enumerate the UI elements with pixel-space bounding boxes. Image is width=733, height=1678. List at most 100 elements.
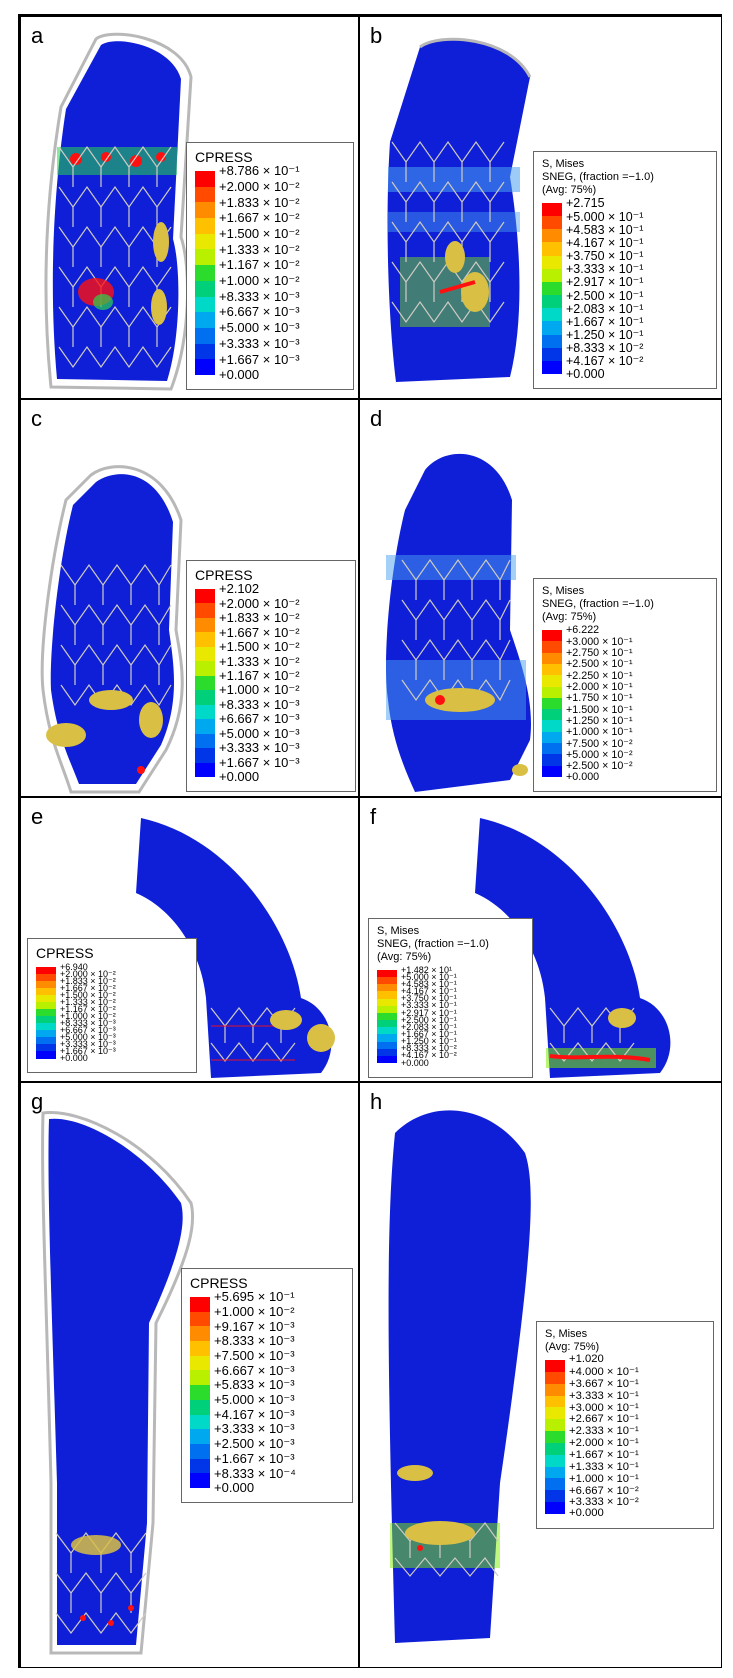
color-swatch xyxy=(190,1473,210,1489)
legend-value: +0.000 xyxy=(214,1480,255,1496)
stent-mesh xyxy=(391,140,505,324)
simulation-image-e xyxy=(136,818,335,1078)
legend-value: +2.500 × 10⁻³ xyxy=(214,1436,295,1452)
legend-value: +3.333 × 10⁻³ xyxy=(219,740,300,756)
simulation-image-d xyxy=(385,453,531,792)
panel-label: g xyxy=(31,1089,44,1114)
simulation-image-a xyxy=(44,32,193,391)
color-swatch xyxy=(542,295,562,309)
color-swatch xyxy=(36,967,56,975)
color-scale-bar xyxy=(195,589,215,778)
panel-c: c CPRESS +2.102 +2.000 × 10⁻² +1.833 × 10⁻²… xyxy=(20,399,359,797)
color-swatch xyxy=(195,280,215,298)
legend-value: +2.667 × 10⁻¹ xyxy=(569,1413,639,1426)
color-swatch xyxy=(377,970,397,978)
color-swatch xyxy=(542,630,562,642)
legend-value: +1.667 × 10⁻¹ xyxy=(401,1028,457,1039)
panel-label: c xyxy=(31,406,42,431)
color-swatch xyxy=(195,704,215,720)
legend-value: +1.500 × 10⁻² xyxy=(219,639,300,655)
legend-value: +6.667 × 10⁻³ xyxy=(219,711,300,727)
color-swatch xyxy=(36,1023,56,1031)
legend-value: +8.333 × 10⁻⁴ xyxy=(214,1465,296,1481)
legend-value: +1.500 × 10⁻² xyxy=(60,989,116,1000)
stent-mesh xyxy=(60,563,172,707)
color-swatch xyxy=(377,1020,397,1028)
color-swatch xyxy=(542,308,562,322)
color-swatch xyxy=(377,1055,397,1064)
color-swatch xyxy=(542,360,562,375)
simulation-image-b xyxy=(387,37,532,382)
colorbar-legend: S, Mises SNEG, (fraction =−1.0) (Avg: 75%)… xyxy=(533,151,717,389)
legend-title: S, Mises xyxy=(542,158,585,170)
panel-h: h S, Mises (Avg: 75%) +1.020 +4.000 × 10⁻¹ +… xyxy=(359,1082,722,1668)
legend-value: +1.000 × 10⁻² xyxy=(214,1303,295,1319)
legend-value: +2.000 × 10⁻¹ xyxy=(569,1437,639,1450)
legend-title: CPRESS xyxy=(36,945,94,961)
color-swatch xyxy=(190,1443,210,1460)
color-swatch xyxy=(195,265,215,282)
legend-value: +1.250 × 10⁻¹ xyxy=(401,1036,457,1047)
colorbar-legend: CPRESS +6.940 +2.000 × 10⁻² +1.833 × 10⁻² +1… xyxy=(27,938,197,1073)
legend-value: +1.333 × 10⁻² xyxy=(60,996,116,1007)
legend-value: +5.000 × 10⁻¹ xyxy=(401,971,457,982)
color-swatch xyxy=(190,1341,210,1357)
color-swatch xyxy=(542,720,562,733)
color-swatch xyxy=(195,762,215,778)
legend-value: +2.500 × 10⁻¹ xyxy=(401,1014,457,1025)
color-swatch xyxy=(377,977,397,985)
legend-value: +4.583 × 10⁻¹ xyxy=(566,222,644,237)
legend-value: +2.500 × 10⁻¹ xyxy=(566,658,633,671)
stent-mesh xyxy=(401,558,511,702)
legend-value: +1.833 × 10⁻² xyxy=(219,610,300,626)
color-swatch xyxy=(36,1051,56,1059)
legend-value: +1.333 × 10⁻¹ xyxy=(569,1460,639,1473)
legend-value: +6.667 × 10⁻³ xyxy=(214,1362,295,1378)
legend-value: +2.750 × 10⁻¹ xyxy=(566,647,633,660)
legend-value: +4.167 × 10⁻¹ xyxy=(566,235,644,250)
legend-value: +4.167 × 10⁻¹ xyxy=(401,986,457,997)
color-swatch xyxy=(542,334,562,349)
color-swatch xyxy=(545,1442,565,1456)
color-swatch xyxy=(542,686,562,699)
legend-value: +1.667 × 10⁻³ xyxy=(219,754,300,770)
color-swatch xyxy=(545,1502,565,1515)
colorbar-legend: S, Mises SNEG, (fraction =−1.0) (Avg: 75%)… xyxy=(368,918,533,1078)
color-swatch xyxy=(545,1454,565,1468)
legend-value: +8.333 × 10⁻² xyxy=(401,1043,457,1054)
color-swatch xyxy=(377,1034,397,1043)
legend-value: +5.833 × 10⁻³ xyxy=(214,1377,295,1393)
color-swatch xyxy=(195,719,215,735)
simulation-image-c xyxy=(40,465,184,794)
legend-value: +1.167 × 10⁻² xyxy=(60,1003,116,1014)
color-swatch xyxy=(190,1429,210,1445)
color-swatch xyxy=(542,229,562,243)
legend-value: +5.000 × 10⁻³ xyxy=(219,320,300,336)
legend-value: +3.333 × 10⁻¹ xyxy=(401,1000,457,1011)
legend-value: +3.750 × 10⁻¹ xyxy=(566,249,644,264)
color-swatch xyxy=(545,1407,565,1420)
legend-value: +7.500 × 10⁻³ xyxy=(214,1347,295,1363)
colorbar-legend: CPRESS +8.786 × 10⁻¹ +2.000 × 10⁻² +1.833 ×… xyxy=(186,142,354,390)
legend-value: +8.333 × 10⁻³ xyxy=(214,1333,295,1349)
legend-value: +8.786 × 10⁻¹ xyxy=(219,163,300,179)
color-swatch xyxy=(195,646,215,662)
legend-title: S, Mises xyxy=(377,925,420,937)
legend-value: +6.667 × 10⁻³ xyxy=(219,304,300,320)
legend-value: +2.500 × 10⁻¹ xyxy=(566,288,644,303)
color-swatch xyxy=(195,233,215,250)
legend-value: +1.000 × 10⁻¹ xyxy=(566,726,633,739)
color-swatch xyxy=(542,216,562,230)
legend-value: +6.222 xyxy=(566,623,600,636)
color-scale-bar xyxy=(542,630,562,778)
color-swatch xyxy=(36,1009,56,1017)
color-swatch xyxy=(190,1297,210,1313)
color-swatch xyxy=(190,1414,210,1430)
color-swatch xyxy=(545,1395,565,1408)
color-swatch xyxy=(190,1399,210,1416)
legend-value: +2.000 × 10⁻² xyxy=(219,178,300,194)
color-swatch xyxy=(195,186,215,203)
color-swatch xyxy=(377,1048,397,1057)
legend-title: (Avg: 75%) xyxy=(542,611,597,623)
panel-e: e CPRESS +6.940 +2.000 × 10⁻² +1.833 × 10⁻²… xyxy=(20,797,359,1082)
